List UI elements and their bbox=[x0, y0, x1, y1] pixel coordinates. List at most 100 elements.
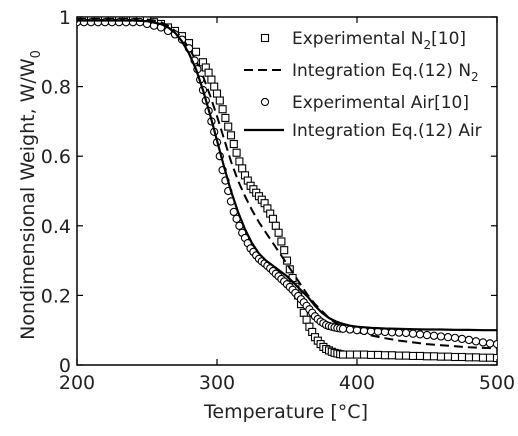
data-point-square bbox=[215, 96, 224, 105]
data-point-circle bbox=[457, 334, 467, 344]
legend-label: Integration Eq.(12) Air bbox=[292, 121, 482, 141]
legend-label: Experimental N2[10] bbox=[292, 29, 466, 52]
y-tick-label: 0.4 bbox=[41, 216, 71, 238]
legend-label-subscript: 2 bbox=[423, 38, 431, 52]
data-point-circle bbox=[450, 333, 460, 343]
y-tick-label: 1 bbox=[59, 7, 71, 29]
series-2 bbox=[77, 18, 497, 349]
data-point-square bbox=[422, 352, 432, 361]
legend-label-main: Integration Eq.(12) Air bbox=[292, 121, 482, 141]
legend-label-main: Experimental N bbox=[292, 29, 423, 49]
data-point-square bbox=[450, 352, 460, 362]
data-point-square bbox=[235, 157, 244, 166]
data-point-square bbox=[271, 221, 280, 230]
data-point-square bbox=[457, 352, 467, 362]
x-tick-label: 200 bbox=[59, 372, 95, 394]
data-point-square bbox=[485, 353, 495, 362]
data-point-circle bbox=[415, 330, 425, 339]
legend-label: Integration Eq.(12) N2 bbox=[292, 61, 479, 84]
data-point-circle bbox=[471, 337, 481, 346]
data-point-circle bbox=[485, 339, 495, 348]
y-axis-title: Nondimensional Weight, W/W0 bbox=[17, 50, 44, 340]
axis-ticks: 200 300 400 500 0 0.2 0.4 0.6 0.8 1 bbox=[41, 7, 515, 394]
x-tick-label: 500 bbox=[479, 372, 515, 394]
data-point-square bbox=[338, 350, 348, 359]
data-point-square bbox=[436, 352, 446, 361]
data-point-square bbox=[221, 113, 230, 122]
data-point-square bbox=[408, 351, 418, 361]
legend-entry: Experimental N2[10] bbox=[260, 29, 466, 52]
data-point-circle bbox=[422, 330, 432, 340]
data-point-square bbox=[359, 350, 369, 359]
data-point-square bbox=[218, 105, 227, 114]
legend-entry: Integration Eq.(12) N2 bbox=[244, 61, 479, 84]
data-point-square bbox=[345, 350, 355, 359]
data-point-square bbox=[210, 82, 219, 91]
data-point-square bbox=[478, 353, 488, 362]
data-point-square bbox=[380, 351, 390, 360]
x-tick-label: 300 bbox=[199, 372, 235, 394]
legend-square-marker bbox=[260, 33, 270, 43]
series-line bbox=[77, 19, 497, 332]
data-point-square bbox=[224, 122, 233, 131]
x-axis-title: Temperature [°C] bbox=[203, 401, 368, 423]
data-point-square bbox=[387, 351, 397, 360]
data-point-circle bbox=[443, 333, 453, 342]
axis-titles: Temperature [°C] Nondimensional Weight, … bbox=[17, 50, 368, 423]
data-point-circle bbox=[408, 329, 418, 338]
data-point-circle bbox=[464, 335, 474, 345]
x-tick-label: 400 bbox=[339, 372, 375, 394]
data-point-square bbox=[204, 68, 213, 77]
data-point-circle bbox=[492, 339, 497, 349]
series-line bbox=[77, 17, 497, 350]
series-1 bbox=[77, 17, 497, 350]
data-point-square bbox=[238, 164, 247, 173]
y-axis-title-subscript: 0 bbox=[29, 50, 44, 58]
data-point-square bbox=[229, 139, 238, 149]
legend-entry: Experimental Air[10] bbox=[260, 93, 469, 113]
data-point-circle bbox=[436, 332, 446, 341]
data-point-square bbox=[394, 351, 404, 360]
y-tick-label: 0.2 bbox=[41, 285, 71, 307]
plot-area bbox=[76, 16, 498, 366]
data-layer bbox=[77, 17, 497, 363]
data-point-square bbox=[274, 228, 283, 237]
legend-label-subscript: 2 bbox=[471, 70, 479, 84]
plot-frame bbox=[76, 16, 498, 366]
data-point-square bbox=[232, 148, 241, 157]
data-point-circle bbox=[338, 324, 348, 333]
data-point-square bbox=[415, 351, 425, 361]
y-tick-label: 0 bbox=[59, 355, 71, 377]
data-point-square bbox=[268, 214, 278, 223]
legend-label: Experimental Air[10] bbox=[292, 93, 469, 113]
data-point-square bbox=[492, 353, 497, 363]
data-point-circle bbox=[394, 328, 404, 337]
data-point-square bbox=[280, 246, 289, 255]
data-point-square bbox=[352, 350, 362, 359]
data-point-square bbox=[443, 352, 453, 361]
data-point-square bbox=[212, 89, 222, 98]
legend-label-main: Integration Eq.(12) N bbox=[292, 61, 471, 81]
data-point-square bbox=[226, 131, 236, 140]
data-point-square bbox=[401, 351, 411, 360]
series-group bbox=[77, 17, 497, 363]
legend: Experimental N2[10]Integration Eq.(12) N… bbox=[244, 29, 482, 141]
data-point-square bbox=[429, 352, 439, 361]
legend-circle-marker bbox=[260, 97, 270, 107]
legend-label-main: Experimental Air[10] bbox=[292, 93, 469, 113]
data-point-square bbox=[471, 353, 481, 362]
legend-label-tail: [10] bbox=[431, 29, 466, 49]
data-point-square bbox=[191, 47, 201, 56]
data-point-circle bbox=[401, 328, 411, 338]
legend-entry: Integration Eq.(12) Air bbox=[244, 121, 482, 141]
data-point-circle bbox=[478, 338, 488, 347]
data-point-square bbox=[207, 75, 216, 84]
series-3 bbox=[77, 19, 497, 332]
data-point-square bbox=[464, 353, 474, 362]
y-tick-label: 0.8 bbox=[41, 77, 71, 99]
data-point-square bbox=[366, 350, 376, 359]
data-point-square bbox=[277, 237, 286, 246]
y-axis-title-main: Nondimensional Weight, W/W bbox=[17, 58, 39, 340]
data-point-square bbox=[373, 350, 383, 359]
